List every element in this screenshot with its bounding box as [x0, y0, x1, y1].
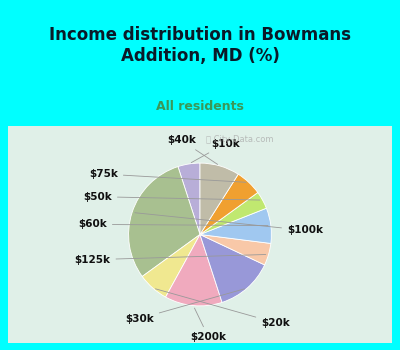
Text: $60k: $60k — [78, 219, 268, 229]
Text: $20k: $20k — [156, 289, 290, 328]
Text: $50k: $50k — [83, 192, 260, 202]
Text: $100k: $100k — [135, 213, 323, 235]
Wedge shape — [178, 163, 200, 235]
Text: ⓘ City-Data.com: ⓘ City-Data.com — [206, 135, 274, 145]
Text: $75k: $75k — [89, 169, 246, 182]
Wedge shape — [200, 234, 271, 265]
Wedge shape — [200, 234, 265, 302]
Wedge shape — [129, 167, 200, 276]
Text: All residents: All residents — [156, 100, 244, 113]
Wedge shape — [200, 193, 266, 235]
Text: $30k: $30k — [125, 289, 244, 323]
Text: $125k: $125k — [74, 254, 266, 265]
Text: $10k: $10k — [191, 139, 240, 163]
Wedge shape — [166, 234, 222, 306]
Wedge shape — [200, 208, 271, 244]
Wedge shape — [200, 163, 238, 235]
Text: Income distribution in Bowmans
Addition, MD (%): Income distribution in Bowmans Addition,… — [49, 26, 351, 65]
Wedge shape — [142, 234, 200, 297]
Text: $40k: $40k — [167, 135, 218, 164]
Wedge shape — [200, 174, 258, 235]
Text: $200k: $200k — [190, 308, 226, 342]
